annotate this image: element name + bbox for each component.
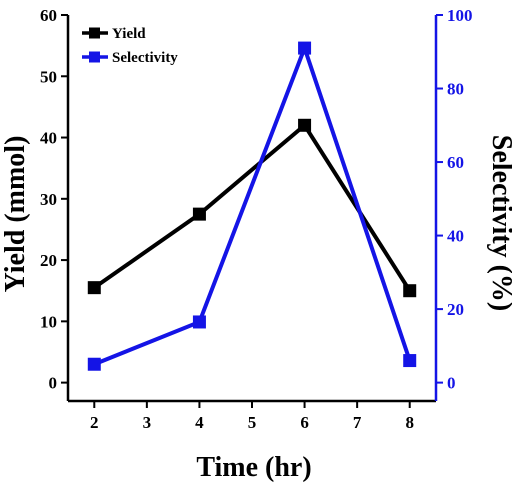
legend-item: Yield — [82, 26, 146, 42]
series-selectivity — [87, 41, 417, 371]
x-tick-label: 5 — [248, 413, 257, 432]
y-tick-label: 0 — [49, 374, 58, 393]
x-tick-label: 3 — [143, 413, 152, 432]
x-tick-label: 8 — [405, 413, 414, 432]
x-tick-label: 7 — [353, 413, 362, 432]
data-point — [403, 354, 417, 368]
series-yield — [87, 118, 417, 298]
legend-label: Selectivity — [112, 50, 178, 66]
data-point — [403, 284, 417, 298]
y-tick-label: 30 — [40, 190, 57, 209]
series-layer — [87, 41, 417, 371]
y2-tick-label: 20 — [447, 300, 464, 319]
y2-tick-label: 0 — [447, 374, 456, 393]
legend-marker — [89, 51, 100, 63]
x-tick-label: 6 — [300, 413, 309, 432]
x-axis-title: Time (hr) — [196, 452, 311, 483]
y2-axis-title: Selectivity (%) — [486, 135, 512, 312]
data-point — [87, 281, 101, 295]
y-tick-label: 50 — [40, 67, 57, 86]
series-line — [93, 122, 412, 292]
y2-tick-label: 60 — [447, 153, 464, 172]
legend-item: Selectivity — [82, 50, 178, 66]
legend-label: Yield — [112, 26, 146, 42]
data-point — [298, 41, 312, 55]
legend-marker — [89, 27, 100, 39]
y2-tick-label: 100 — [447, 6, 473, 25]
x-tick-label: 4 — [195, 413, 204, 432]
y2-tick-label: 40 — [447, 227, 464, 246]
data-point — [87, 357, 101, 371]
y-tick-label: 40 — [40, 129, 57, 148]
legend: Yield Selectivity — [82, 26, 178, 66]
series-line — [93, 42, 412, 367]
y-tick-label: 20 — [40, 251, 57, 270]
data-point — [192, 315, 206, 329]
y-axis-title: Yield (mmol) — [0, 136, 31, 293]
y-tick-label: 10 — [40, 312, 57, 331]
data-point — [192, 207, 206, 221]
data-point — [298, 118, 312, 132]
x-tick-label: 2 — [90, 413, 99, 432]
y-tick-label: 60 — [40, 6, 57, 25]
y2-tick-label: 80 — [447, 80, 464, 99]
